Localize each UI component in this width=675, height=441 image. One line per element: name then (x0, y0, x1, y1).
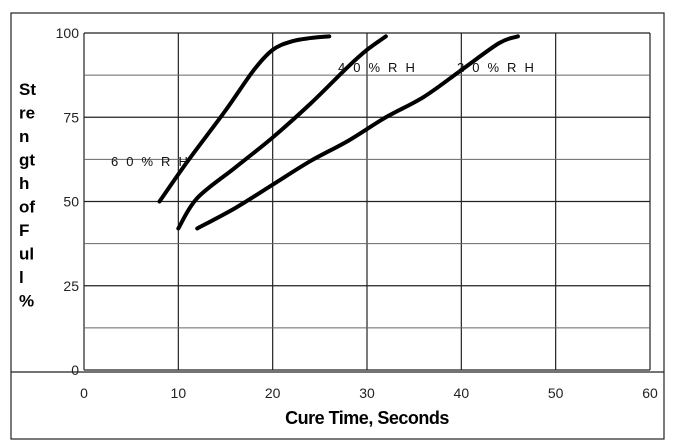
series-label-40rh: 4 0 % R H (338, 60, 417, 75)
y-tick-label: 75 (63, 109, 79, 125)
y-tick-label: 50 (63, 194, 79, 210)
x-tick-label: 60 (642, 385, 658, 401)
x-axis-label: Cure Time, Seconds (285, 408, 449, 428)
y-axis-label-line: F (19, 221, 29, 240)
series-line-2 (195, 34, 520, 231)
y-axis-label-line: of (19, 198, 35, 217)
y-axis-label-line: ul (19, 245, 34, 264)
y-axis-label-line: St (19, 80, 36, 99)
y-tick-label: 25 (63, 278, 79, 294)
series-label-20rh: 2 0 % R H (457, 60, 536, 75)
grid-layer (83, 32, 651, 371)
chart-frame (10, 12, 665, 440)
series-label-60rh: 6 0 % R H (111, 154, 190, 169)
series-line-1 (176, 34, 388, 231)
y-axis-label: St re n gt h of Ful l% (19, 80, 36, 311)
y-axis-label-line: gt (19, 151, 35, 170)
x-tick-label: 30 (359, 385, 375, 401)
y-axis-label-line: h (19, 174, 29, 193)
y-tick-label: 0 (71, 362, 79, 378)
y-axis-label-line: n (19, 127, 29, 146)
x-tick-label: 0 (80, 385, 88, 401)
series-layer (157, 34, 520, 231)
y-axis-label-line: re (19, 104, 35, 123)
y-axis-label-line: % (19, 292, 34, 311)
x-tick-label: 10 (171, 385, 187, 401)
x-tick-label: 20 (265, 385, 281, 401)
x-tick-label: 40 (454, 385, 470, 401)
series-line-0 (157, 34, 332, 204)
x-tick-label: 50 (548, 385, 564, 401)
y-axis-label-line: l (19, 268, 24, 287)
tick-layer: 0 25 50 75 100 0 10 20 30 40 50 60 (56, 25, 658, 401)
y-tick-label: 100 (56, 25, 80, 41)
